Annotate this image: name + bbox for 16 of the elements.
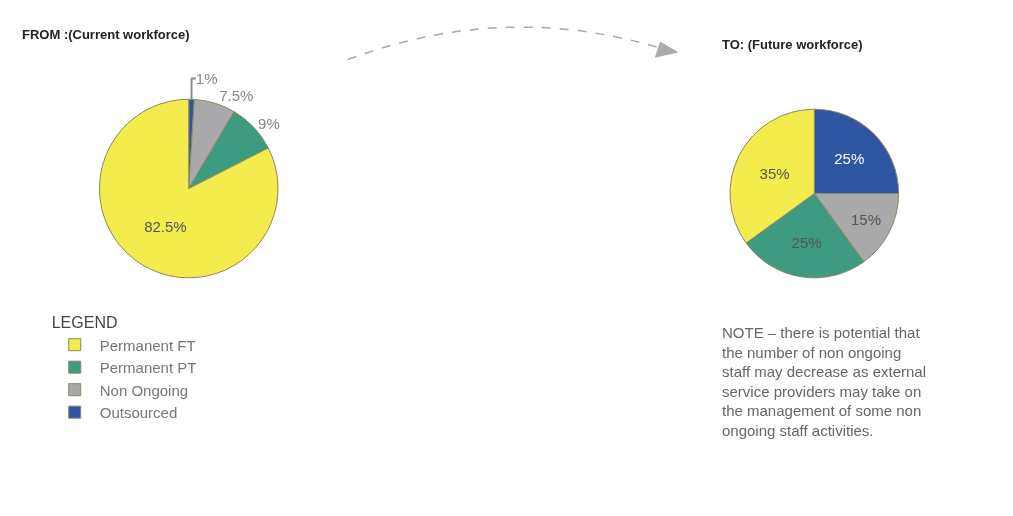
data-label: 35% [759, 164, 790, 182]
legend-label: Non Ongoing [99, 381, 189, 399]
data-label: 15% [850, 211, 882, 229]
data-label: 7.5% [219, 86, 254, 104]
legend-label: Permanent FT [99, 336, 196, 354]
data-label: 9% [258, 114, 280, 132]
data-label: 25% [834, 150, 865, 168]
legend-label: Outsourced [99, 404, 178, 421]
text: NOTE – there is potential that the number of non ongoing staff may decrease as external service providers may take on the management of some non ongoing staff activities. [722, 324, 926, 439]
chart-title: FROM :(Current workforce) [22, 27, 190, 42]
data-label: 25% [791, 233, 822, 251]
data-label: 82.5% [144, 218, 187, 236]
legend-title: LEGEND [51, 314, 118, 332]
chart-title: TO: (Future workforce) [722, 37, 863, 52]
legend-label: Permanent PT [99, 359, 197, 376]
data-label: 1% [195, 69, 218, 87]
